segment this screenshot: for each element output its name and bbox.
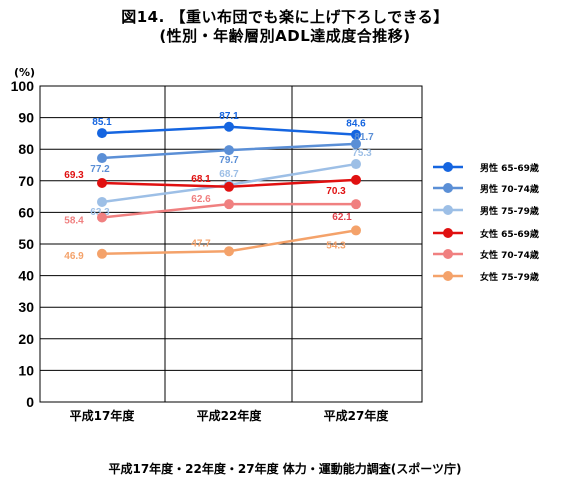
y-tick-label-20: 20 <box>18 331 34 347</box>
y-tick-label-10: 10 <box>18 362 34 378</box>
data-label-s5-1: 58.4 <box>64 215 84 226</box>
legend-marker-6 <box>443 271 453 281</box>
legend-marker-2 <box>443 183 453 193</box>
legend-label-6: 女性 75-79歳 <box>480 271 539 283</box>
data-point-s3-1 <box>97 196 107 207</box>
data-label-s3-1: 63.3 <box>90 207 110 218</box>
data-point-s1-3 <box>351 129 361 140</box>
legend-label-3: 男性 75-79歳 <box>480 205 539 217</box>
x-tick-label-1: 平成17年度 <box>70 408 136 423</box>
data-label-s3-2: 68.7 <box>219 169 239 180</box>
data-label-s2-2: 79.7 <box>219 155 239 166</box>
y-tick-label-50: 50 <box>18 236 34 252</box>
data-point-s3-3 <box>351 159 361 170</box>
data-label-s3-3: 75.3 <box>352 148 372 159</box>
y-tick-label-80: 80 <box>18 141 34 157</box>
source-note: 平成17年度・22年度・27年度 体力・運動能力調査(スポーツ庁) <box>108 462 462 476</box>
y-tick-label-100: 100 <box>11 78 35 94</box>
data-label-s2-3: 81.7 <box>354 132 374 143</box>
data-point-s4-2 <box>224 181 234 192</box>
legend-marker-1 <box>443 162 453 172</box>
data-point-s5-3 <box>351 199 361 210</box>
legend-marker-5 <box>443 249 453 259</box>
data-point-s5-2 <box>224 199 234 210</box>
data-point-s1-1 <box>97 128 107 139</box>
data-label-s4-1: 69.3 <box>64 170 84 181</box>
data-label-s4-3: 70.3 <box>326 186 346 197</box>
legend-marker-3 <box>443 205 453 215</box>
data-label-s6-1: 46.9 <box>64 251 84 262</box>
legend-label-4: 女性 65-69歳 <box>480 228 539 240</box>
data-point-s5-1 <box>97 212 107 223</box>
y-tick-label-30: 30 <box>18 299 34 315</box>
y-tick-label-70: 70 <box>18 173 34 189</box>
y-tick-label-90: 90 <box>18 110 34 126</box>
legend-label-5: 女性 70-74歳 <box>480 249 539 261</box>
data-point-s4-1 <box>97 178 107 189</box>
data-point-s6-3 <box>351 225 361 236</box>
data-label-s4-2: 68.1 <box>191 174 211 185</box>
y-tick-label-60: 60 <box>18 204 34 220</box>
data-label-s2-1: 77.2 <box>90 164 110 175</box>
data-label-s1-3: 84.6 <box>346 119 366 130</box>
chart-title: 図14. 【重い布団でも楽に上げ下ろしできる】 <box>121 8 449 26</box>
y-tick-label-0: 0 <box>26 394 34 410</box>
data-point-s4-3 <box>351 174 361 185</box>
data-label-s6-3: 54.3 <box>326 240 346 251</box>
annotation-label: 62.1 <box>332 212 352 223</box>
legend-marker-4 <box>443 228 453 238</box>
y-tick-label-40: 40 <box>18 268 34 284</box>
x-tick-label-3: 平成27年度 <box>324 408 390 423</box>
data-label-s5-2: 62.6 <box>191 194 211 205</box>
data-label-s1-1: 85.1 <box>92 117 112 128</box>
data-label-s6-2: 47.7 <box>191 238 211 249</box>
data-point-s2-2 <box>224 145 234 156</box>
legend-label-1: 男性 65-69歳 <box>480 162 539 174</box>
x-tick-label-2: 平成22年度 <box>197 408 263 423</box>
legend-label-2: 男性 70-74歳 <box>480 183 539 195</box>
data-point-s1-2 <box>224 121 234 132</box>
y-axis-unit: (%) <box>14 66 36 79</box>
data-point-s2-3 <box>351 138 361 149</box>
data-point-s2-1 <box>97 153 107 164</box>
data-label-s1-2: 87.1 <box>219 111 239 122</box>
data-point-s6-1 <box>97 248 107 259</box>
chart-subtitle: (性別・年齢層別ADL達成度合推移) <box>159 27 411 45</box>
data-point-s6-2 <box>224 246 234 257</box>
